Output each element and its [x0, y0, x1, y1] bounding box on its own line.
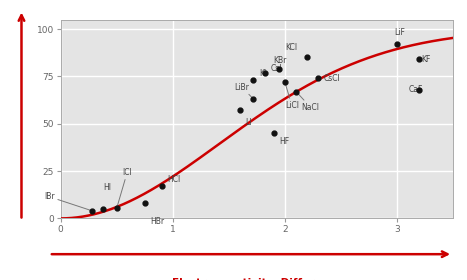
Text: IBr: IBr	[44, 192, 92, 211]
Text: KI: KI	[259, 69, 266, 78]
Text: CsI: CsI	[270, 64, 282, 73]
Text: KF: KF	[422, 55, 431, 64]
Text: HI: HI	[103, 183, 111, 192]
Text: CaF: CaF	[408, 85, 423, 94]
Text: KBr: KBr	[274, 56, 287, 65]
Text: ICl: ICl	[117, 168, 132, 208]
Text: CsCl: CsCl	[318, 74, 341, 83]
Text: HBr: HBr	[150, 216, 164, 225]
Text: LiBr: LiBr	[234, 83, 254, 99]
Text: NaCl: NaCl	[296, 92, 320, 112]
Text: LI: LI	[246, 118, 252, 127]
Text: LiCl: LiCl	[285, 82, 299, 110]
Text: HCl: HCl	[167, 175, 180, 184]
Text: HF: HF	[279, 137, 290, 146]
Text: LiF: LiF	[395, 28, 405, 37]
Text: Electronegativity  Difference: Electronegativity Difference	[172, 278, 342, 280]
Text: KCl: KCl	[285, 43, 297, 52]
